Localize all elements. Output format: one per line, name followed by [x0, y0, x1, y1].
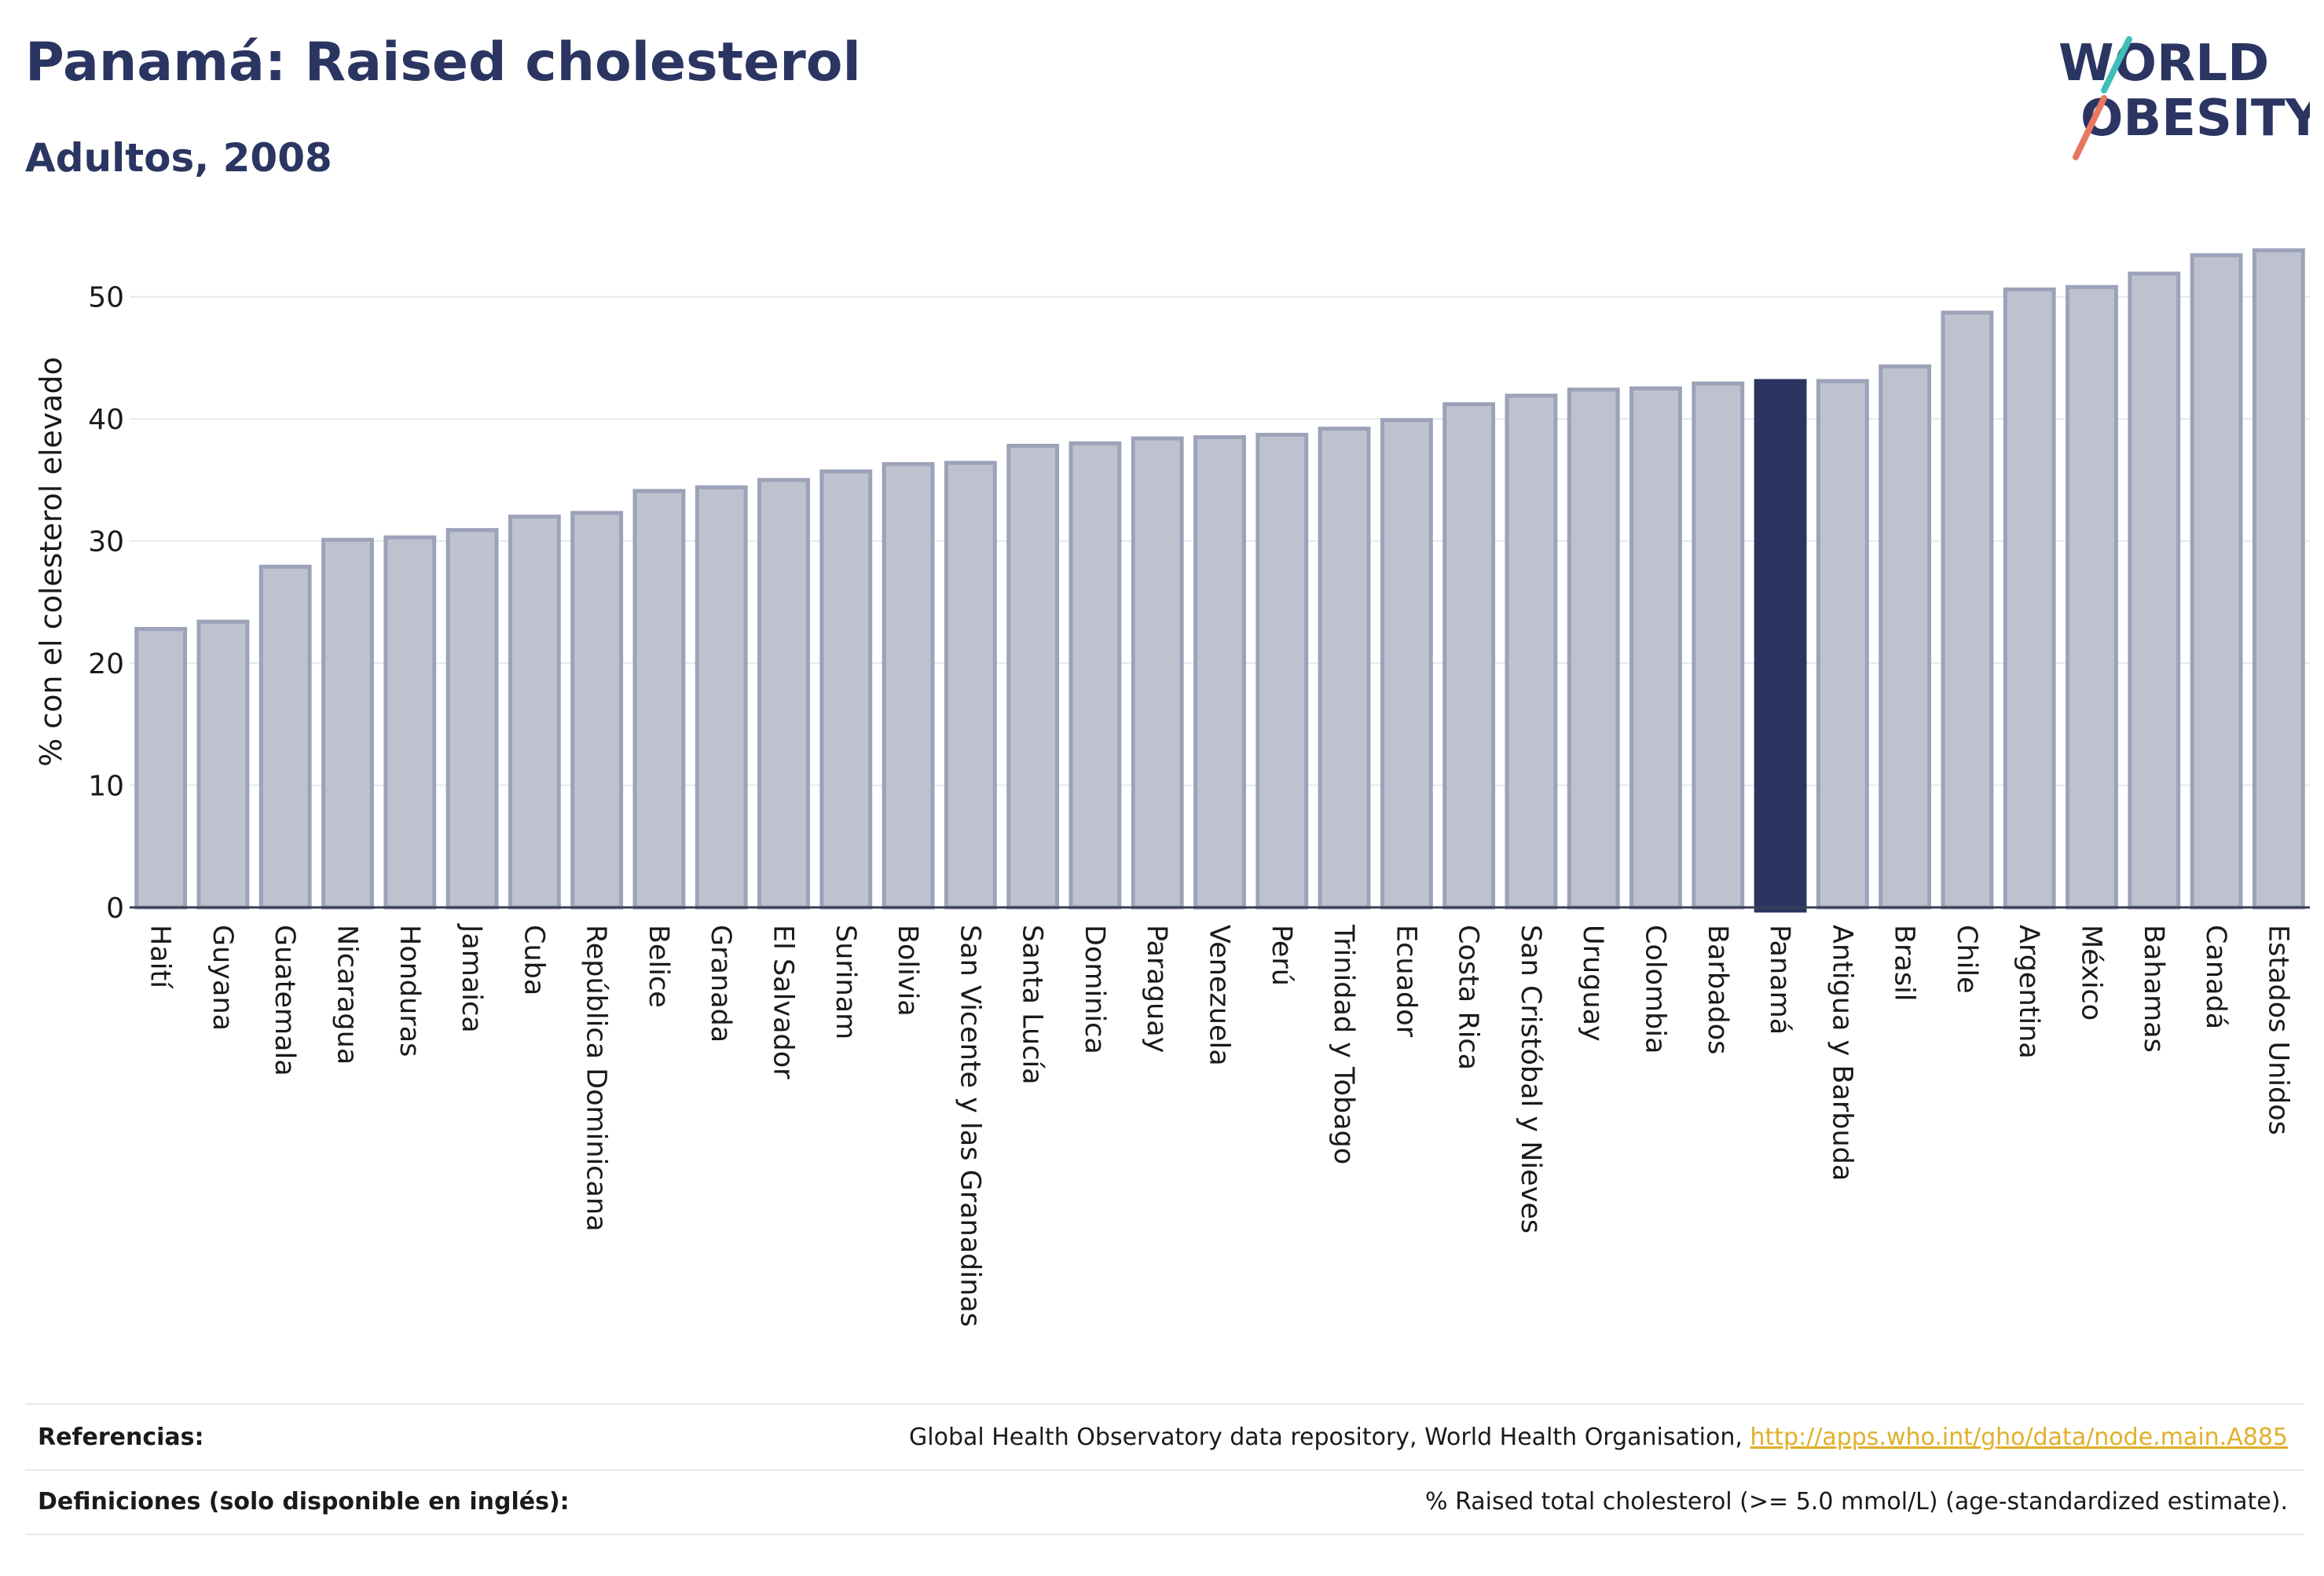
definitions-label: Definiciones (solo disponible en inglés)… [38, 1488, 570, 1516]
bar-31[interactable]: Argentina: 50.6 [2003, 287, 2056, 910]
bar-4[interactable]: Nicaragua: 30.1 [321, 537, 374, 910]
bar-16[interactable]: Dominica: 38 [1069, 441, 1122, 910]
x-tick-label: Guyana [207, 925, 238, 1031]
references-value: Global Health Observatory data repositor… [909, 1424, 2288, 1451]
chart-title: Panamá: Raised cholesterol [25, 31, 861, 93]
x-tick-label: Costa Rica [1453, 925, 1484, 1070]
x-tick-label: Dominica [1079, 925, 1110, 1054]
bar-27[interactable]: Panamá: 43.1 [1754, 379, 1807, 913]
logo-slash-top [2101, 36, 2132, 93]
x-tick-label: Perú [1266, 925, 1297, 986]
bar-17[interactable]: Paraguay: 38.4 [1131, 436, 1184, 910]
bar-19[interactable]: Perú: 38.7 [1255, 432, 1309, 910]
x-tick-label: Argentina [2013, 925, 2044, 1059]
x-tick-label: San Vicente y las Granadinas [954, 925, 985, 1327]
x-tick-label: Paraguay [1141, 925, 1172, 1053]
y-tick-label: 20 [88, 648, 124, 680]
x-tick-label: Ecuador [1390, 925, 1421, 1038]
bar-6[interactable]: Jamaica: 30.9 [445, 528, 499, 910]
x-tick-label: Brasil [1889, 925, 1920, 1002]
bar-15[interactable]: Santa Lucía: 37.8 [1006, 443, 1060, 910]
bar-7[interactable]: Cuba: 32 [508, 515, 561, 910]
y-tick-label: 40 [88, 404, 124, 436]
bar-30[interactable]: Chile: 48.7 [1941, 310, 1994, 910]
bar-29[interactable]: Brasil: 44.3 [1879, 364, 1932, 910]
x-tick-label: Chile [1951, 925, 1982, 994]
x-tick-label: Panamá [1764, 925, 1795, 1035]
world-obesity-logo: WORLD OBESITY [2058, 35, 2310, 160]
x-tick-label: Honduras [394, 925, 425, 1057]
x-tick-label: Nicaragua [332, 925, 363, 1065]
bar-26[interactable]: Barbados: 42.9 [1692, 381, 1745, 910]
bar-12[interactable]: Surinam: 35.7 [819, 469, 873, 910]
x-tick-label: Santa Lucía [1017, 925, 1048, 1085]
x-tick-label: Guatemala [269, 925, 300, 1076]
x-tick-label: Bolivia [892, 925, 923, 1017]
x-tick-label: Antigua y Barbuda [1826, 925, 1857, 1181]
y-tick-label: 30 [88, 526, 124, 559]
tick-labels: 0 10 20 30 40 50 Haití Guyana Guatemala Nicaragua… [88, 282, 2293, 1327]
x-tick-label: Estados Unidos [2262, 925, 2293, 1135]
x-tick-label: México [2076, 925, 2107, 1021]
bar-2[interactable]: Guyana: 23.4 [196, 619, 250, 910]
logo-line1: WORLD [2058, 35, 2269, 93]
bar-35[interactable]: Estados Unidos: 53.8 [2252, 248, 2305, 910]
bar-8[interactable]: República Dominicana: 32.3 [570, 511, 624, 910]
bar-14[interactable]: San Vicente y las Granadinas: 36.4 [944, 460, 997, 910]
x-tick-label: Uruguay [1577, 925, 1608, 1042]
x-tick-label: Canadá [2200, 925, 2231, 1029]
bar-chart: Haití: 22.8Guyana: 23.4Guatemala: 27.9Ni… [34, 248, 2310, 1327]
references-link[interactable]: http://apps.who.int/gho/data/node.main.A… [1750, 1424, 2288, 1451]
chart-subtitle: Adultos, 2008 [25, 135, 332, 181]
bars: Haití: 22.8Guyana: 23.4Guatemala: 27.9Ni… [134, 248, 2305, 913]
x-tick-label: San Cristóbal y Nieves [1515, 925, 1546, 1233]
x-tick-label: Trinidad y Tobago [1328, 924, 1359, 1164]
footer-divider-bottom [25, 1534, 2304, 1535]
bar-28[interactable]: Antigua y Barbuda: 43.1 [1816, 379, 1869, 910]
x-tick-label: Barbados [1702, 925, 1733, 1054]
bar-9[interactable]: Belice: 34.1 [632, 489, 686, 910]
y-tick-label: 10 [88, 771, 124, 803]
bar-5[interactable]: Honduras: 30.3 [383, 535, 437, 910]
bar-1[interactable]: Haití: 22.8 [134, 627, 188, 910]
bar-10[interactable]: Granada: 34.4 [695, 485, 748, 910]
bar-25[interactable]: Colombia: 42.5 [1629, 386, 1682, 910]
y-axis-label: % con el colesterol elevado [34, 357, 68, 767]
bar-21[interactable]: Ecuador: 39.9 [1380, 418, 1433, 910]
bar-11[interactable]: El Salvador: 35 [757, 478, 810, 910]
x-tick-label: Jamaica [456, 923, 487, 1033]
x-tick-label: Cuba [518, 925, 549, 995]
bar-32[interactable]: México: 50.8 [2066, 284, 2118, 910]
y-tick-label: 50 [88, 282, 124, 314]
footer-divider-top [25, 1403, 2304, 1405]
y-tick-label: 0 [106, 892, 124, 925]
bar-24[interactable]: Uruguay: 42.4 [1567, 387, 1620, 910]
x-tick-label: Surinam [830, 925, 861, 1039]
bar-33[interactable]: Bahamas: 51.9 [2128, 271, 2181, 910]
references-text: Global Health Observatory data repositor… [909, 1424, 1750, 1451]
bar-3[interactable]: Guatemala: 27.9 [258, 564, 312, 910]
x-tick-label: Belice [643, 925, 674, 1008]
x-tick-label: Colombia [1640, 925, 1671, 1054]
references-label: Referencias: [38, 1424, 204, 1451]
logo-line2: OBESITY [2080, 90, 2310, 148]
bar-13[interactable]: Bolivia: 36.3 [882, 462, 935, 910]
x-tick-label: Haití [145, 925, 176, 989]
x-tick-label: República Dominicana [581, 925, 612, 1232]
x-tick-label: Granada [705, 925, 736, 1043]
x-tick-label: El Salvador [768, 925, 799, 1079]
footer-divider-middle [25, 1469, 2304, 1471]
x-tick-label: Bahamas [2138, 925, 2169, 1053]
logo-slash-bottom [2073, 95, 2107, 160]
bar-34[interactable]: Canadá: 53.4 [2190, 253, 2243, 910]
bar-18[interactable]: Venezuela: 38.5 [1193, 435, 1246, 910]
x-tick-label: Venezuela [1204, 925, 1235, 1066]
bar-22[interactable]: Costa Rica: 41.2 [1442, 402, 1496, 910]
bar-20[interactable]: Trinidad y Tobago: 39.2 [1318, 427, 1371, 910]
definitions-text: % Raised total cholesterol (>= 5.0 mmol/… [1425, 1488, 2288, 1516]
bar-23[interactable]: San Cristóbal y Nieves: 41.9 [1505, 394, 1558, 910]
